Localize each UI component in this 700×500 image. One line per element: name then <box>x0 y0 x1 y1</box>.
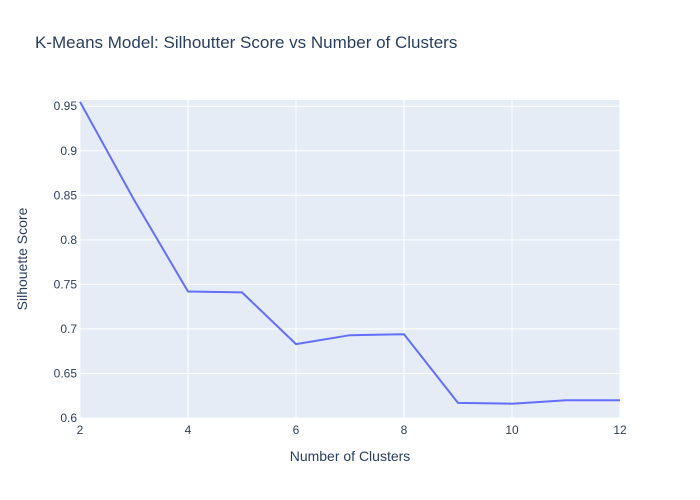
x-tick-label: 6 <box>293 423 300 437</box>
x-tick-label: 10 <box>505 423 519 437</box>
y-tick-label: 0.75 <box>54 277 78 291</box>
y-tick-label: 0.6 <box>60 411 77 425</box>
y-axis: 0.6 0.65 0.7 0.75 0.8 0.85 0.9 0.95 <box>54 99 78 425</box>
y-tick-label: 0.65 <box>54 366 78 380</box>
x-tick-label: 4 <box>185 423 192 437</box>
y-tick-label: 0.7 <box>60 322 77 336</box>
series-line <box>79 101 620 405</box>
y-axis-title: Silhouette Score <box>14 207 30 310</box>
x-tick-label: 8 <box>401 423 408 437</box>
series-layer <box>79 101 620 405</box>
y-tick-label: 0.8 <box>60 233 77 247</box>
x-tick-label: 2 <box>77 423 84 437</box>
x-axis-title: Number of Clusters <box>290 448 411 464</box>
y-tick-label: 0.9 <box>60 144 77 158</box>
gridlines <box>79 100 621 419</box>
chart-title: K-Means Model: Silhoutter Score vs Numbe… <box>35 33 458 52</box>
x-axis: 2 4 6 8 10 12 <box>77 423 627 437</box>
y-tick-label: 0.85 <box>54 188 78 202</box>
plot-area <box>80 100 620 418</box>
y-tick-label: 0.95 <box>54 99 78 113</box>
x-tick-label: 12 <box>613 423 627 437</box>
